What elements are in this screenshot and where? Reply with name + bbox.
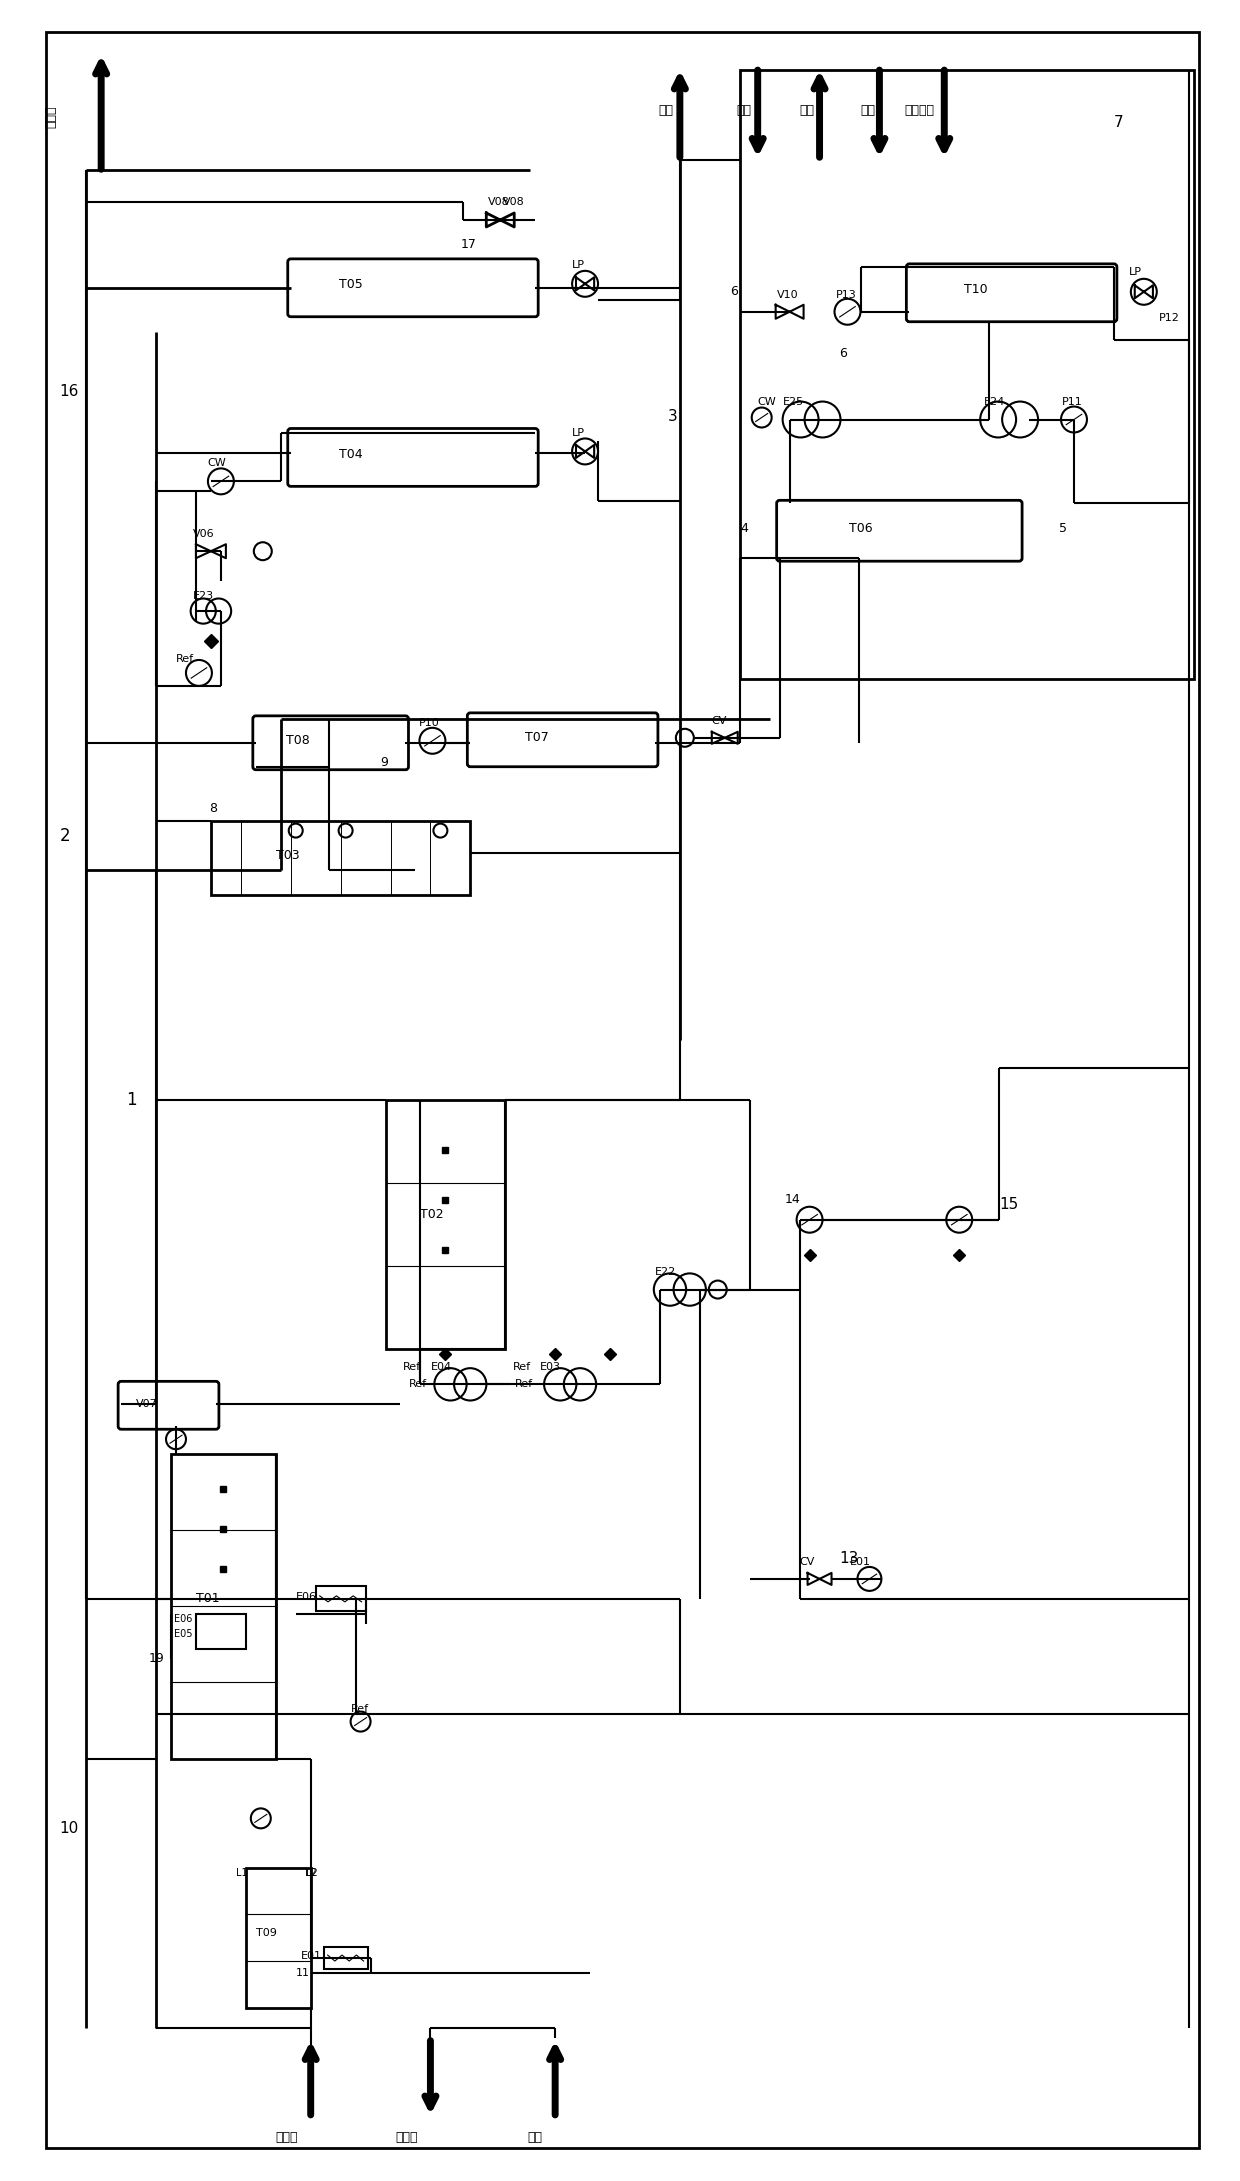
Text: 1: 1 bbox=[126, 1090, 136, 1108]
Text: CW: CW bbox=[758, 397, 776, 406]
Bar bbox=[246, 1869, 311, 2009]
Text: 19: 19 bbox=[149, 1653, 165, 1666]
Text: Ref: Ref bbox=[176, 654, 195, 663]
Text: 氨气: 氨气 bbox=[800, 105, 815, 118]
Text: 7: 7 bbox=[1114, 116, 1123, 129]
Text: P12: P12 bbox=[1159, 312, 1179, 323]
Text: E01: E01 bbox=[301, 1952, 321, 1961]
Text: E23: E23 bbox=[193, 591, 215, 602]
Bar bbox=[196, 1614, 246, 1649]
Text: L2: L2 bbox=[306, 1869, 317, 1878]
Text: 3: 3 bbox=[668, 410, 678, 423]
Text: 氨气: 氨气 bbox=[527, 2131, 542, 2144]
Text: 废水: 废水 bbox=[658, 105, 673, 118]
Text: 原料气: 原料气 bbox=[396, 2131, 418, 2144]
Bar bbox=[324, 1948, 367, 1969]
Text: E05: E05 bbox=[174, 1629, 192, 1638]
Text: V10: V10 bbox=[776, 290, 799, 299]
Text: E24: E24 bbox=[985, 397, 1006, 406]
Text: 6: 6 bbox=[730, 286, 738, 299]
Text: E04: E04 bbox=[430, 1363, 451, 1372]
Text: 尾气: 尾气 bbox=[861, 105, 875, 118]
Bar bbox=[740, 70, 1194, 678]
Text: P10: P10 bbox=[418, 718, 439, 728]
Text: 净化气: 净化气 bbox=[275, 2131, 299, 2144]
Text: E06: E06 bbox=[174, 1614, 192, 1625]
Text: T08: T08 bbox=[285, 735, 310, 748]
Text: 13: 13 bbox=[839, 1551, 859, 1566]
Text: V08: V08 bbox=[489, 196, 510, 207]
Text: 10: 10 bbox=[60, 1821, 78, 1836]
Text: E01: E01 bbox=[849, 1557, 870, 1566]
Bar bbox=[316, 1586, 366, 1612]
Text: V08: V08 bbox=[503, 196, 525, 207]
Text: CW: CW bbox=[207, 458, 226, 469]
Text: CV: CV bbox=[712, 715, 727, 726]
Text: 17: 17 bbox=[460, 238, 476, 251]
Text: Ref: Ref bbox=[513, 1363, 532, 1372]
Text: LP: LP bbox=[572, 260, 585, 270]
Bar bbox=[211, 820, 470, 896]
Text: Ref: Ref bbox=[516, 1378, 533, 1389]
Bar bbox=[386, 1099, 505, 1350]
Text: P13: P13 bbox=[836, 290, 857, 299]
Text: 离子液体: 离子液体 bbox=[904, 105, 935, 118]
Bar bbox=[171, 1455, 275, 1758]
Text: T03: T03 bbox=[275, 848, 299, 861]
Text: E03: E03 bbox=[541, 1363, 562, 1372]
Text: 15: 15 bbox=[999, 1197, 1018, 1213]
Text: CV: CV bbox=[800, 1557, 815, 1566]
Text: Ref: Ref bbox=[403, 1363, 420, 1372]
Text: 酸性气: 酸性气 bbox=[45, 107, 58, 129]
FancyBboxPatch shape bbox=[288, 260, 538, 316]
FancyBboxPatch shape bbox=[288, 427, 538, 486]
Text: T02: T02 bbox=[420, 1208, 444, 1221]
Text: V07: V07 bbox=[136, 1400, 157, 1409]
Text: LP: LP bbox=[1128, 266, 1142, 277]
FancyBboxPatch shape bbox=[118, 1381, 219, 1429]
Text: 2: 2 bbox=[60, 827, 69, 844]
Text: LP: LP bbox=[572, 427, 585, 438]
Text: 8: 8 bbox=[208, 803, 217, 816]
Text: T09: T09 bbox=[255, 1928, 277, 1939]
Text: 氨气: 氨气 bbox=[737, 105, 751, 118]
Text: T10: T10 bbox=[965, 284, 988, 297]
Text: E25: E25 bbox=[782, 397, 804, 406]
Text: 5: 5 bbox=[1059, 521, 1066, 534]
Text: 14: 14 bbox=[785, 1193, 800, 1206]
Text: 6: 6 bbox=[839, 347, 847, 360]
Text: 16: 16 bbox=[60, 384, 78, 399]
FancyBboxPatch shape bbox=[253, 715, 408, 770]
Text: 11: 11 bbox=[295, 1967, 310, 1978]
FancyBboxPatch shape bbox=[906, 264, 1117, 323]
Text: T04: T04 bbox=[339, 447, 362, 460]
Text: 4: 4 bbox=[740, 521, 749, 534]
FancyBboxPatch shape bbox=[776, 499, 1022, 561]
Text: 9: 9 bbox=[381, 757, 388, 770]
Text: T01: T01 bbox=[196, 1592, 219, 1605]
Text: L2: L2 bbox=[305, 1869, 316, 1878]
Text: T05: T05 bbox=[339, 279, 362, 292]
Text: Ref: Ref bbox=[351, 1703, 368, 1714]
Text: T07: T07 bbox=[526, 731, 549, 744]
FancyBboxPatch shape bbox=[467, 713, 658, 768]
Text: L1: L1 bbox=[236, 1869, 248, 1878]
Text: Ref: Ref bbox=[408, 1378, 427, 1389]
Text: E06: E06 bbox=[295, 1592, 316, 1601]
Text: T06: T06 bbox=[849, 521, 873, 534]
Text: P11: P11 bbox=[1061, 397, 1083, 406]
Text: E22: E22 bbox=[655, 1267, 676, 1276]
Text: V06: V06 bbox=[193, 530, 215, 539]
